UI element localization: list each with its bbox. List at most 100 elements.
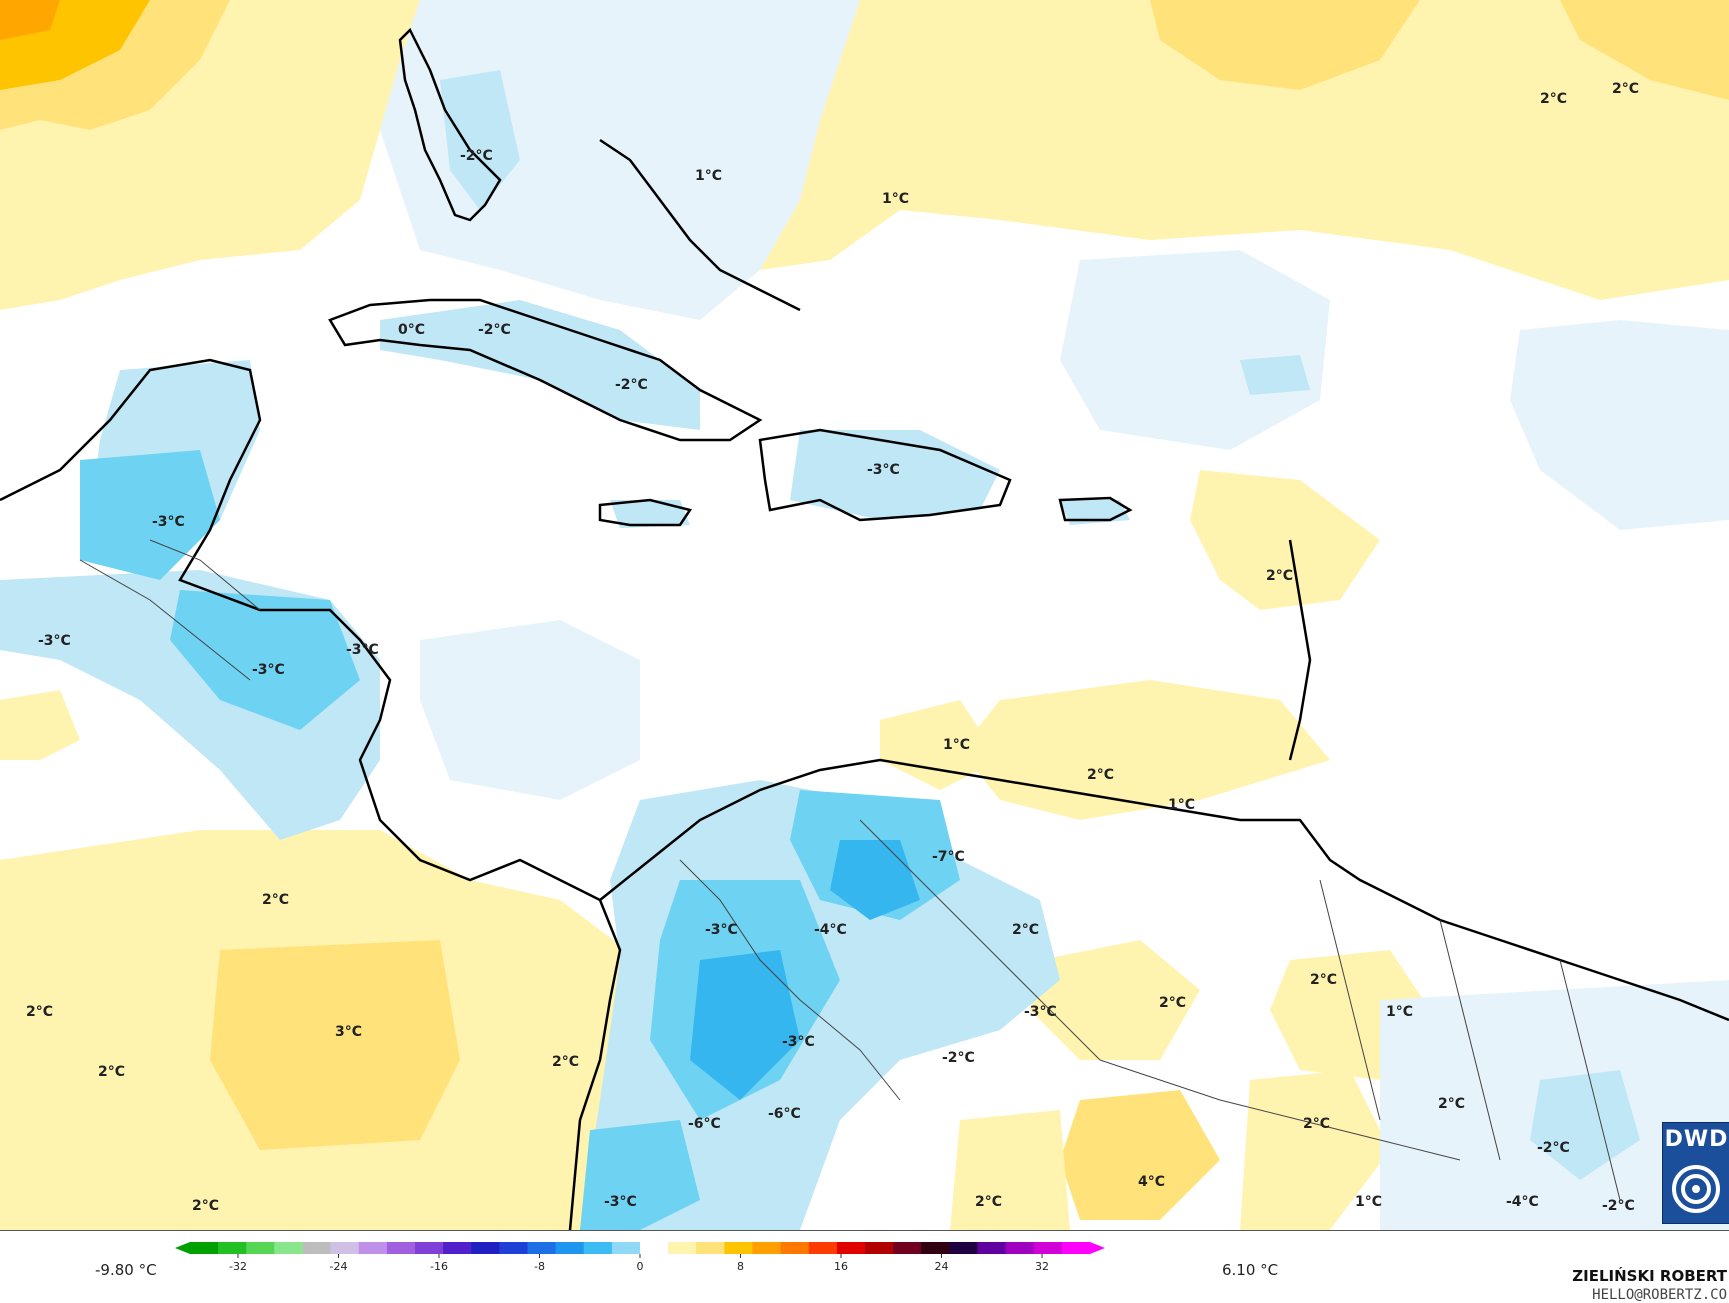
scale-swatch (274, 1242, 303, 1254)
scale-swatch (330, 1242, 360, 1254)
scale-tick-label: -16 (430, 1260, 448, 1273)
temperature-anomaly-map: -2°C 1°C 1°C 2°C 2°C 0°C -2°C -2°C -3°C … (0, 0, 1729, 1231)
temp-label: 2°C (1310, 972, 1337, 988)
temp-label: 2°C (262, 892, 289, 908)
temp-label: 2°C (1266, 568, 1293, 584)
temp-label: 1°C (1355, 1194, 1382, 1210)
author-email: HELLO@ROBERTZ.CO (1592, 1287, 1727, 1303)
temp-label: 2°C (1438, 1096, 1465, 1112)
scale-tick-label: 0 (637, 1260, 644, 1273)
scale-swatch (1061, 1242, 1091, 1254)
scale-swatch (190, 1242, 219, 1254)
scale-swatch (808, 1242, 838, 1254)
scale-swatch (780, 1242, 810, 1254)
dwd-logo: DWD (1662, 1122, 1729, 1224)
temp-label: -2°C (1537, 1140, 1570, 1156)
temperature-labels: -2°C 1°C 1°C 2°C 2°C 0°C -2°C -2°C -3°C … (26, 81, 1639, 1214)
scale-swatch (893, 1242, 922, 1254)
scale-swatch (443, 1242, 472, 1254)
scale-swatch (415, 1242, 444, 1254)
temp-label: 1°C (882, 191, 909, 207)
scale-swatch (865, 1242, 894, 1254)
temp-label: -2°C (460, 148, 493, 164)
temp-label: 1°C (695, 168, 722, 184)
temp-label: -2°C (1602, 1198, 1635, 1214)
scale-swatch (836, 1242, 866, 1254)
temp-label: -7°C (932, 849, 965, 865)
temp-label: -6°C (688, 1116, 721, 1132)
temp-label: 2°C (1159, 995, 1186, 1011)
scale-swatch (527, 1242, 557, 1254)
scale-swatch (1033, 1242, 1063, 1254)
temp-label: 2°C (1012, 922, 1039, 938)
scale-swatch (471, 1242, 500, 1254)
temp-label: -3°C (152, 514, 185, 530)
temp-label: -2°C (615, 377, 648, 393)
temp-label: 2°C (1087, 767, 1114, 783)
scale-swatch (611, 1242, 641, 1254)
temp-label: -3°C (782, 1034, 815, 1050)
temp-label: -3°C (252, 662, 285, 678)
scale-swatch (640, 1242, 669, 1254)
warm-anomaly-areas (0, 0, 1729, 1230)
coastlines (0, 27, 1729, 1230)
cold-anomaly-areas (0, 0, 1729, 1230)
scale-swatch (583, 1242, 613, 1254)
scale-swatch (724, 1242, 753, 1254)
scale-tick-label: 8 (737, 1260, 744, 1273)
temp-label: -2°C (478, 322, 511, 338)
temp-label: -3°C (867, 462, 900, 478)
author-name: ZIELIŃSKI ROBERT (1572, 1267, 1727, 1285)
scale-swatch (921, 1242, 950, 1254)
scale-swatch (555, 1242, 585, 1254)
scale-swatch (386, 1242, 416, 1254)
scale-tick-label: -32 (229, 1260, 247, 1273)
scale-swatch (668, 1242, 697, 1254)
scale-swatch (218, 1242, 247, 1254)
scale-swatch (246, 1242, 275, 1254)
scale-swatch (358, 1242, 388, 1254)
scale-swatch (499, 1242, 528, 1254)
dwd-logo-text: DWD (1664, 1127, 1729, 1152)
temp-label: 1°C (943, 737, 970, 753)
scale-tick-label: 16 (834, 1260, 848, 1273)
scale-tick-label: 24 (935, 1260, 949, 1273)
scale-swatch (752, 1242, 782, 1254)
temp-label: -6°C (768, 1106, 801, 1122)
temp-label: 1°C (1168, 797, 1195, 813)
scale-tick-label: -24 (330, 1260, 348, 1273)
temp-label: 2°C (552, 1054, 579, 1070)
scale-tick-label: -8 (534, 1260, 545, 1273)
temp-label: -4°C (814, 922, 847, 938)
temp-label: -3°C (346, 642, 379, 658)
temp-label: 2°C (975, 1194, 1002, 1210)
temp-label: 2°C (1612, 81, 1639, 97)
temp-label: 3°C (335, 1024, 362, 1040)
color-scale-legend: -9.80 °C -32 -24 -16 -8 0 8 16 24 32 6.10 °C ZIE… (0, 1231, 1729, 1303)
temp-label: -2°C (942, 1050, 975, 1066)
temp-label: 2°C (1303, 1116, 1330, 1132)
scale-right-arrow (1090, 1242, 1105, 1254)
temp-label: -3°C (604, 1194, 637, 1210)
temp-label: -4°C (1506, 1194, 1539, 1210)
temp-label: 0°C (398, 322, 425, 338)
legend-max-value: 6.10 °C (1222, 1261, 1279, 1279)
temp-label: 2°C (192, 1198, 219, 1214)
scale-swatch (302, 1242, 332, 1254)
scale-swatch (977, 1242, 1007, 1254)
legend-min-value: -9.80 °C (95, 1261, 157, 1279)
temp-label: 2°C (26, 1004, 53, 1020)
scale-swatch (696, 1242, 725, 1254)
temp-label: 1°C (1386, 1004, 1413, 1020)
temp-label: -3°C (705, 922, 738, 938)
temp-label: 4°C (1138, 1174, 1165, 1190)
scale-swatch (1005, 1242, 1035, 1254)
country-borders (79, 539, 1621, 1201)
color-scale-bar: -32 -24 -16 -8 0 8 16 24 32 (175, 1242, 1105, 1273)
scale-swatch (949, 1242, 978, 1254)
temp-label: -3°C (38, 633, 71, 649)
temp-label: 2°C (1540, 91, 1567, 107)
temp-label: 2°C (98, 1064, 125, 1080)
swirl-icon (1672, 1165, 1720, 1213)
temp-label: -3°C (1024, 1004, 1057, 1020)
